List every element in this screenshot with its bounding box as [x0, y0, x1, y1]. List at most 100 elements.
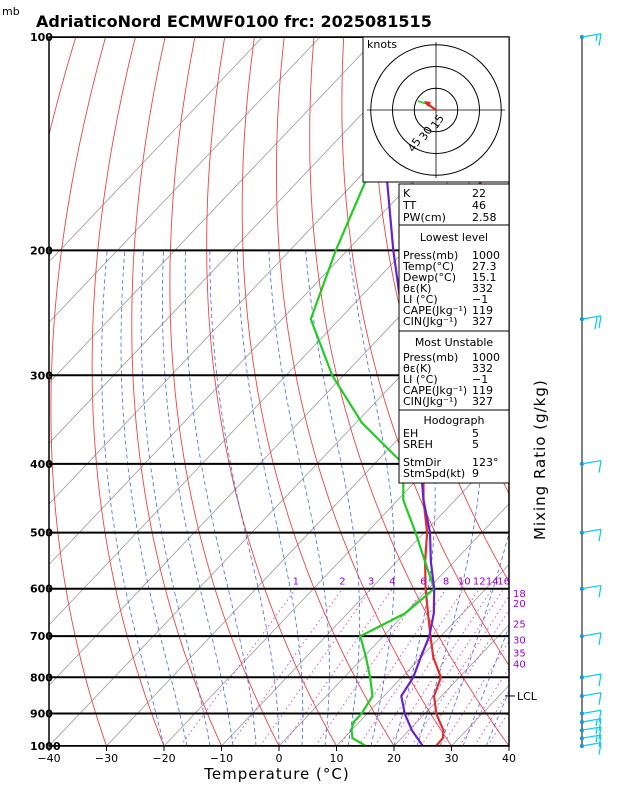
dry-adiabat: [241, 37, 395, 746]
lcl-label: LCL: [517, 690, 538, 703]
wind-barb: [581, 709, 602, 723]
mixing-ratio-label: 6: [420, 577, 426, 588]
moist-adiabat: [236, 250, 304, 746]
moist-adiabat: [140, 250, 211, 746]
pressure-unit-label: mb: [2, 5, 20, 18]
moist-adiabat: [508, 745, 509, 746]
mixing-ratio-label: 25: [513, 620, 526, 631]
pressure-tick-label: 900: [30, 708, 53, 721]
dry-adiabat: [206, 37, 337, 746]
moist-adiabat: [184, 250, 257, 746]
pressure-tick-label: 200: [30, 244, 53, 257]
wind-barb-column: [580, 33, 602, 755]
wind-barb: [581, 528, 602, 542]
pressure-tick-label: 800: [30, 671, 53, 684]
wind-barb: [581, 718, 602, 731]
lowest-level-row-value: 332: [472, 282, 493, 295]
mixing-ratio-axis-label: Mixing Ratio (g/kg): [531, 379, 549, 540]
mixing-ratio-label: 30: [513, 636, 526, 647]
wind-barb: [581, 33, 602, 46]
lowest-level-row-value: 1000: [472, 249, 500, 262]
isotherm-line: [49, 37, 263, 263]
most-unstable-row-value: −1: [472, 373, 488, 386]
moist-adiabat: [161, 250, 234, 746]
isotherm-line: [393, 624, 509, 746]
lowest-level-row-label: Press(mb): [403, 249, 458, 262]
wind-barb: [581, 734, 602, 748]
pressure-tick-label: 300: [30, 369, 53, 382]
mixing-ratio-label: 14: [486, 577, 499, 588]
most-unstable-row-value: 119: [472, 384, 493, 397]
storm-motion-arrowhead: [424, 101, 431, 107]
mixing-ratio-label: 2: [339, 577, 345, 588]
mixing-ratio-line: [487, 710, 509, 746]
isotherm-line: [49, 37, 321, 323]
mixing-ratio-line: [229, 588, 343, 746]
hodograph-row-value: 5: [472, 438, 479, 451]
storm-row-label: StmSpd(kt): [403, 467, 465, 480]
most-unstable-header: Most Unstable: [415, 336, 494, 349]
mixing-ratio-label: 8: [443, 577, 449, 588]
temperature-tick-label: −10: [210, 752, 233, 765]
most-unstable-row-value: 332: [472, 362, 493, 375]
lowest-level-row-label: Temp(°C): [402, 260, 454, 273]
mixing-ratio-line: [314, 588, 424, 746]
most-unstable-row-label: LI (°C): [403, 373, 438, 386]
dry-adiabat: [91, 37, 165, 746]
wind-barb: [581, 584, 602, 598]
lowest-level-row-label: θε(K): [403, 282, 431, 295]
mixing-ratio-line: [358, 588, 465, 746]
most-unstable-row-value: 327: [472, 395, 493, 408]
lowest-level-row-value: −1: [472, 293, 488, 306]
pressure-tick-label: 400: [30, 458, 53, 471]
temperature-tick-label: 0: [276, 752, 283, 765]
lowest-level-box: [398, 224, 510, 332]
temperature-tick-label: −20: [152, 752, 175, 765]
lowest-level-rows: Press(mb) 1000 Temp(°C) 27.3 Dewp(°C) 15.1 θε(…: [402, 249, 500, 328]
index-pw-value: 2.58: [472, 211, 497, 224]
index-tt-label: TT: [402, 199, 417, 212]
most-unstable-row-label: Press(mb): [403, 351, 458, 364]
mixing-ratio-label: 18: [513, 589, 526, 600]
moist-adiabat: [209, 250, 280, 746]
mixing-ratio-label: 3: [368, 577, 374, 588]
wind-barb: [581, 742, 602, 755]
mixing-ratio-label: 35: [513, 649, 526, 660]
wind-barb: [581, 726, 602, 740]
isotherm-line: [221, 442, 509, 746]
wind-barb: [581, 459, 602, 473]
mixing-ratio-line: [411, 595, 509, 746]
lowest-level-row-label: LI (°C): [403, 293, 438, 306]
wind-barb: [581, 632, 602, 645]
lowest-level-row-value: 119: [472, 304, 493, 317]
storm-row-label: StmDir: [403, 456, 442, 469]
most-unstable-row-label: θε(K): [403, 362, 431, 375]
moist-adiabat: [101, 250, 165, 746]
mixing-ratio-label: 1: [293, 577, 299, 588]
index-k-label: K: [403, 187, 411, 200]
hodograph-box: [398, 409, 510, 484]
x-axis-label: Temperature (°C): [203, 765, 349, 783]
isotherm-line: [336, 563, 509, 746]
mixing-ratio-line: [282, 588, 393, 746]
wind-barb: [581, 673, 602, 687]
dry-adiabat: [50, 37, 107, 746]
hodograph-box-rows: EH 5 SREH 5 StmDir 123° StmSpd(kt) 9: [403, 427, 499, 480]
temperature-tick-label: 40: [502, 752, 516, 765]
isotherm-line: [49, 37, 436, 444]
mixing-ratio-line: [180, 588, 297, 746]
pressure-tick-label: 1000: [30, 740, 61, 753]
lowest-level-row-label: CIN(Jkg⁻¹): [403, 315, 458, 328]
index-tt-value: 46: [472, 199, 486, 212]
isotherm-line: [49, 261, 509, 746]
pressure-tick-label: 600: [30, 583, 53, 596]
temperature-tick-label: 20: [387, 752, 401, 765]
storm-row-value: 123°: [472, 456, 499, 469]
pressure-tick-labels: 100 200 300 400 500 600 700 800 900 1000: [30, 31, 61, 753]
indices-panel: K 22 TT 46 PW(cm) 2.58 Lowest level Pres…: [398, 183, 510, 484]
hodograph-box-header: Hodograph: [424, 414, 485, 427]
mixing-ratio-label: 12: [473, 577, 486, 588]
dry-adiabat: [552, 37, 618, 746]
